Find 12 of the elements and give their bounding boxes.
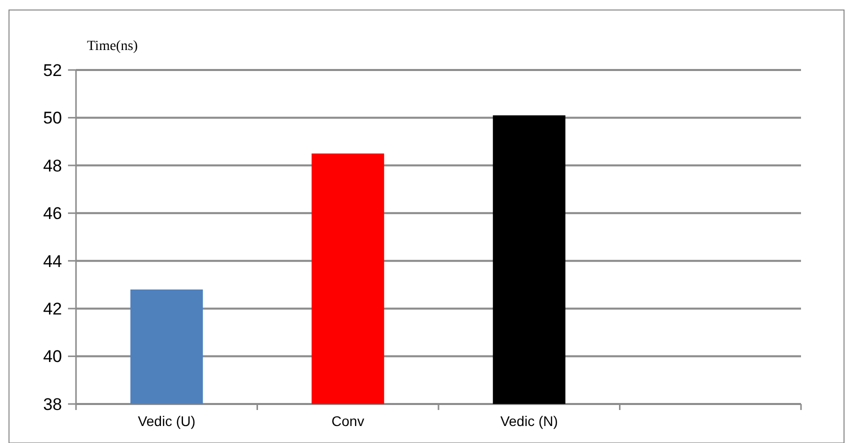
y-tick-label: 42 — [43, 300, 62, 319]
x-tick-label: Vedic (N) — [500, 413, 558, 429]
y-tick-label: 52 — [43, 60, 62, 80]
y-tick-label: 50 — [43, 108, 62, 128]
y-tick-label: 44 — [43, 252, 62, 271]
x-tick-label: Conv — [332, 413, 364, 429]
y-tick-label: 46 — [43, 204, 62, 224]
x-tick-label: Vedic (U) — [138, 413, 196, 429]
y-tick-label: 48 — [43, 156, 62, 176]
y-tick-label: 38 — [43, 394, 62, 414]
y-tick-label: 40 — [43, 347, 62, 366]
y-axis-title: Time(ns) — [87, 39, 138, 54]
